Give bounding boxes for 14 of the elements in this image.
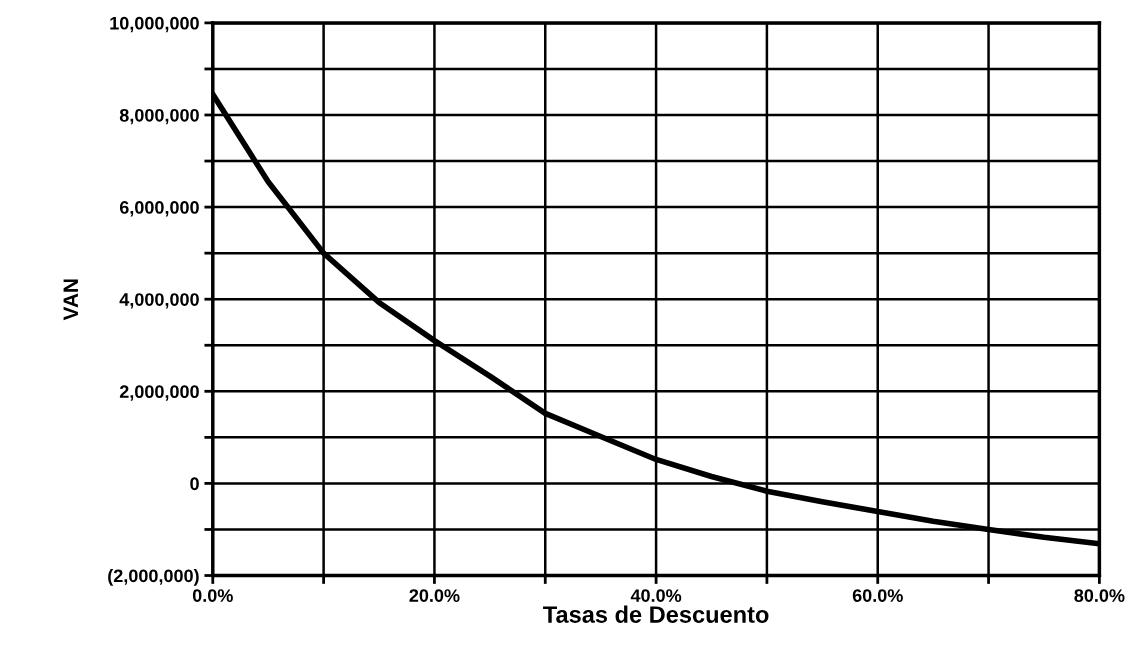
y-axis-title: VAN [63,279,78,321]
x-tick-label: 60.0% [852,589,903,602]
y-tick-label: 2,000,000 [119,385,199,401]
x-tick-label: 40.0% [630,589,682,602]
x-tick-label: 80.0% [1074,589,1125,602]
x-axis-title: Tasas de Descuento [543,605,769,623]
y-tick-label: 0 [190,477,199,491]
y-tick-label: 10,000,000 [110,16,199,33]
y-tick-label: 8,000,000 [119,108,199,125]
x-tick-label: 0.0% [192,589,233,602]
y-tick-label: 4,000,000 [119,293,199,309]
y-tick-label: 6,000,000 [119,201,199,217]
x-tick-label: 20.0% [409,589,460,602]
y-tick-label: (2,000,000) [108,568,199,586]
